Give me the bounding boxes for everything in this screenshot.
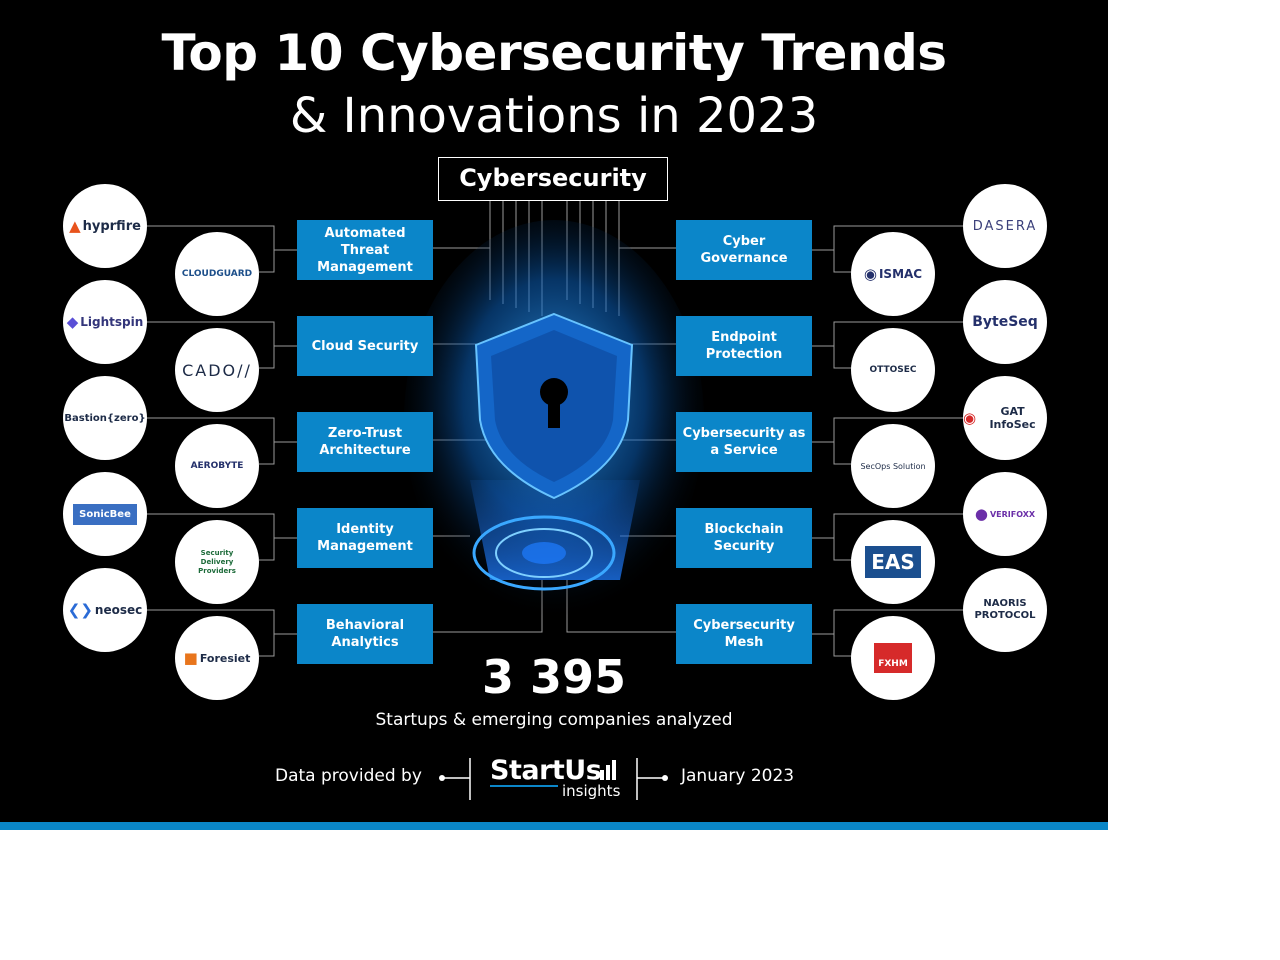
logo-naoris-protocol: NAORIS PROTOCOL [963, 568, 1047, 652]
logo-fxhm: FXHM [851, 616, 935, 700]
platform-core [522, 542, 566, 564]
platform-ring-outer [472, 515, 616, 591]
logo-bastionzero: Bastion{zero} [63, 376, 147, 460]
logo-cloudguard: CLOUDGUARD [175, 232, 259, 316]
root-node-cybersecurity: Cybersecurity [438, 157, 668, 201]
connector-left-logos-3 [147, 513, 275, 561]
connector-left-logos-4 [147, 609, 275, 657]
platform-ring-inner [495, 528, 593, 578]
logo-ismac: ◉ ISMAC [851, 232, 935, 316]
logo-aerobyte: AEROBYTE [175, 424, 259, 508]
logo-eas: EAS [851, 520, 935, 604]
trend-endpoint-protection: Endpoint Protection [676, 316, 812, 376]
keyhole-slot [548, 398, 560, 428]
trend-automated-threat-management: Automated Threat Management [297, 220, 433, 280]
trend-zero-trust-architecture: Zero-Trust Architecture [297, 412, 433, 472]
logo-hyprfire: ▲ hyprfire [63, 184, 147, 268]
startus-logo-text: StartUs [490, 755, 602, 786]
connector-left-logos-1 [147, 321, 275, 369]
bottom-accent-bar [0, 822, 1108, 830]
title-line-2: & Innovations in 2023 [289, 88, 819, 144]
logo-secops-solution: SecOps Solution [851, 424, 935, 508]
connector-left-logos-2 [147, 417, 275, 465]
keyhole-icon [540, 378, 568, 406]
trend-blockchain-security: Blockchain Security [676, 508, 812, 568]
title-line-1: Top 10 Cybersecurity Trends [161, 24, 947, 82]
logo-foresiet: ■ Foresiet [175, 616, 259, 700]
connector-lines [147, 201, 963, 800]
trend-behavioral-analytics: Behavioral Analytics [297, 604, 433, 664]
logo-byteseq: ByteSeq [963, 280, 1047, 364]
logo-lightspin: ◆ Lightspin [63, 280, 147, 364]
startus-logo-subtext: insights [562, 782, 621, 800]
data-provided-by-label: Data provided by [275, 766, 422, 786]
logo-neosec: ❮❯ neosec [63, 568, 147, 652]
trend-identity-management: Identity Management [297, 508, 433, 568]
logo-security-delivery-providers: Security Delivery Providers [175, 520, 259, 604]
trend-cloud-security: Cloud Security [297, 316, 433, 376]
trend-cybersecurity-mesh: Cybersecurity Mesh [676, 604, 812, 664]
logo-dasera: DASERA [963, 184, 1047, 268]
link-trend-6 [618, 201, 676, 249]
logo-sonicbee: SonicBee [63, 472, 147, 556]
logo-gat-infosec: ◉ GAT InfoSec [963, 376, 1047, 460]
logo-verifoxx: ● VERIFOXX [963, 472, 1047, 556]
startup-count-caption: Startups & emerging companies analyzed [375, 710, 733, 730]
trend-cybersecurity-as-a-service: Cybersecurity as a Service [676, 412, 812, 472]
trend-cyber-governance: Cyber Governance [676, 220, 812, 280]
report-date: January 2023 [681, 766, 795, 786]
startup-count: 3 395 [481, 650, 627, 704]
infographic-poster: Top 10 Cybersecurity Trends & Innovation… [0, 0, 1108, 822]
logo-cado: CADO// [175, 328, 259, 412]
link-trend-1 [433, 201, 491, 249]
connector-left-logos-0 [147, 225, 275, 273]
logo-ottosec: OTTOSEC [851, 328, 935, 412]
startus-bars-icon [600, 760, 616, 780]
